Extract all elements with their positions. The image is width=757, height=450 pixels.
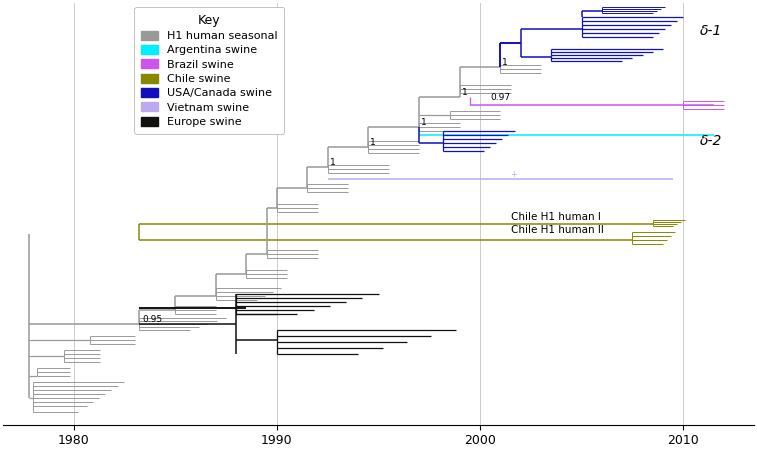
Text: 0.97: 0.97 [491,93,510,102]
Text: 1: 1 [503,58,508,67]
Text: 0.95: 0.95 [142,315,162,324]
Text: 1: 1 [370,138,376,147]
Text: 1: 1 [421,118,427,127]
Legend: H1 human seasonal, Argentina swine, Brazil swine, Chile swine, USA/Canada swine,: H1 human seasonal, Argentina swine, Braz… [134,7,284,134]
Text: 1: 1 [462,88,468,97]
Text: δ-2: δ-2 [699,135,721,148]
Text: Chile H1 human II: Chile H1 human II [510,225,603,235]
Text: 1: 1 [330,158,335,167]
Text: +: + [510,170,517,179]
Text: δ-1: δ-1 [699,24,721,38]
Text: Chile H1 human I: Chile H1 human I [510,212,600,222]
